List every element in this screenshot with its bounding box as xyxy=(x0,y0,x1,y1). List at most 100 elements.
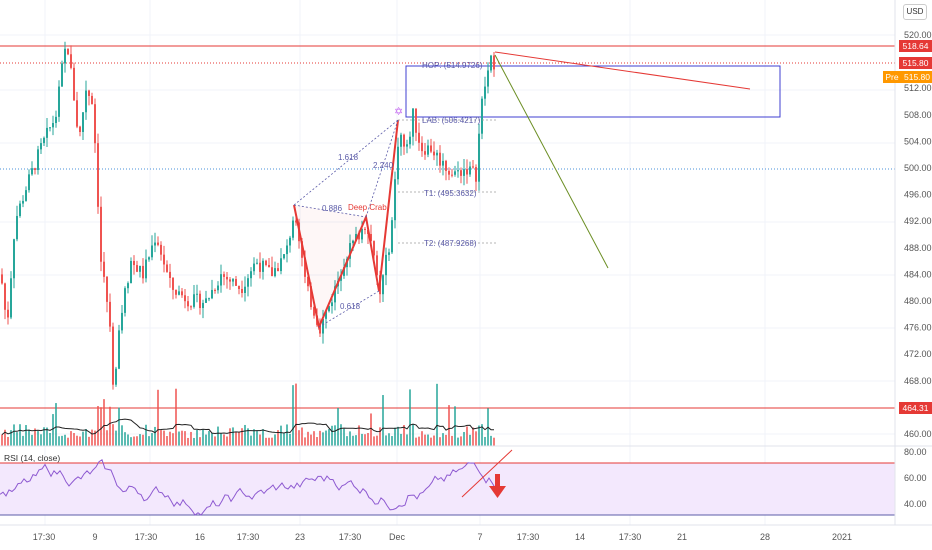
candle-body xyxy=(235,279,237,286)
candle-body xyxy=(130,260,132,284)
candle-body xyxy=(439,152,441,166)
volume-bar xyxy=(118,407,120,446)
candle-body xyxy=(229,279,231,282)
candle-body xyxy=(109,301,111,327)
volume-bar xyxy=(232,427,234,446)
candle-body xyxy=(406,144,408,147)
volume-bar xyxy=(166,436,168,446)
volume-bar xyxy=(100,407,102,446)
volume-bar xyxy=(256,430,258,446)
projection-line-green[interactable] xyxy=(494,54,609,269)
price-tick-label: 480.00 xyxy=(904,296,932,306)
t2-label: T2: (487.9268) xyxy=(424,239,477,248)
volume-bar xyxy=(130,437,132,446)
candle-body xyxy=(352,240,354,244)
volume-bar xyxy=(322,432,324,446)
volume-bar xyxy=(316,437,318,446)
price-axis[interactable]: 520.00516.00512.00508.00504.00500.00496.… xyxy=(904,30,932,439)
candle-body xyxy=(238,285,240,290)
volume-bar xyxy=(241,428,243,446)
volume-bar xyxy=(304,437,306,446)
candle-body xyxy=(373,241,375,256)
candle-body xyxy=(301,241,303,258)
candle-body xyxy=(349,243,351,259)
rsi-trendline[interactable] xyxy=(461,449,513,498)
candle-body xyxy=(445,160,447,171)
candle-body xyxy=(4,283,6,310)
candle-body xyxy=(7,309,9,318)
volume-bar xyxy=(436,383,438,446)
candle-body xyxy=(151,245,153,258)
volume-bar xyxy=(484,436,486,446)
volume-bar xyxy=(214,436,216,446)
candle-body xyxy=(16,215,18,240)
candle-body xyxy=(472,166,474,168)
candle-body xyxy=(22,200,24,204)
time-axis[interactable]: 17:30 9 17:30 16 17:30 23 17:30 Dec 7 17:30 14 17:3… xyxy=(33,532,852,542)
time-tick-label: 17:30 xyxy=(517,532,540,542)
volume-bar xyxy=(157,389,159,446)
volume-bar xyxy=(373,436,375,446)
volume-bar xyxy=(364,434,366,446)
volume-bar xyxy=(346,436,348,446)
rsi-axis[interactable]: 80.00 60.00 40.00 xyxy=(904,447,927,509)
volume-bar xyxy=(370,413,372,446)
candle-body xyxy=(409,136,411,145)
volume-bar xyxy=(181,430,183,446)
target-zone-box[interactable] xyxy=(405,65,781,118)
harmonic-pattern[interactable]: Deep Crab 1.618 2.240 0.886 0.618 HOP: (… xyxy=(293,61,496,331)
volume-bar xyxy=(298,430,300,446)
rsi-indicator-label[interactable]: RSI (14, close) xyxy=(4,453,61,463)
candle-body xyxy=(463,169,465,176)
t1-label: T1: (495.3632) xyxy=(424,189,477,198)
time-tick-label: 23 xyxy=(295,532,305,542)
volume-bar xyxy=(427,434,429,446)
volume-bar xyxy=(34,428,36,446)
volume-bar xyxy=(31,434,33,446)
projection-line-red[interactable] xyxy=(494,51,751,90)
volume-bar xyxy=(349,431,351,446)
hop-label: HOP: (514.9726) xyxy=(422,61,483,70)
time-tick-label: 7 xyxy=(477,532,482,542)
volume-bar xyxy=(190,431,192,446)
rsi-line xyxy=(0,459,499,516)
candle-body xyxy=(49,127,51,129)
volume-bar xyxy=(70,431,72,446)
price-tick-label: 496.00 xyxy=(904,190,932,200)
candle-body xyxy=(127,283,129,289)
candle-body xyxy=(334,286,336,303)
candle-body xyxy=(61,63,63,87)
volume-bar xyxy=(403,425,405,446)
candle-body xyxy=(265,260,267,265)
rsi-tick-label: 40.00 xyxy=(904,499,927,509)
volume-bar xyxy=(271,437,273,446)
time-tick-label: 21 xyxy=(677,532,687,542)
volume-bar xyxy=(307,431,309,446)
candle-body xyxy=(385,254,387,276)
volume-bar xyxy=(106,430,108,446)
volume-bar xyxy=(220,432,222,446)
volume-bar xyxy=(493,437,495,446)
volume-bar xyxy=(286,424,288,446)
time-tick-label: Dec xyxy=(389,532,406,542)
fib-2240-label: 2.240 xyxy=(373,161,394,170)
volume-bar xyxy=(265,437,267,446)
volume-bar xyxy=(40,434,42,446)
volume-bar xyxy=(460,436,462,446)
candle-body xyxy=(70,54,72,68)
candle-body xyxy=(223,274,225,277)
volume-bar xyxy=(412,424,414,446)
volume-bar xyxy=(343,428,345,446)
volume-bar xyxy=(139,434,141,446)
pre-label: Pre xyxy=(885,72,899,82)
currency-button[interactable]: USD xyxy=(903,4,927,20)
candle-body xyxy=(268,264,270,268)
candle-body xyxy=(262,260,264,272)
volume-bar xyxy=(424,434,426,446)
candle-body xyxy=(226,276,228,280)
volume-bar xyxy=(385,435,387,446)
volume-bar xyxy=(193,437,195,446)
candle-body xyxy=(103,261,105,277)
volume-bar xyxy=(289,433,291,446)
